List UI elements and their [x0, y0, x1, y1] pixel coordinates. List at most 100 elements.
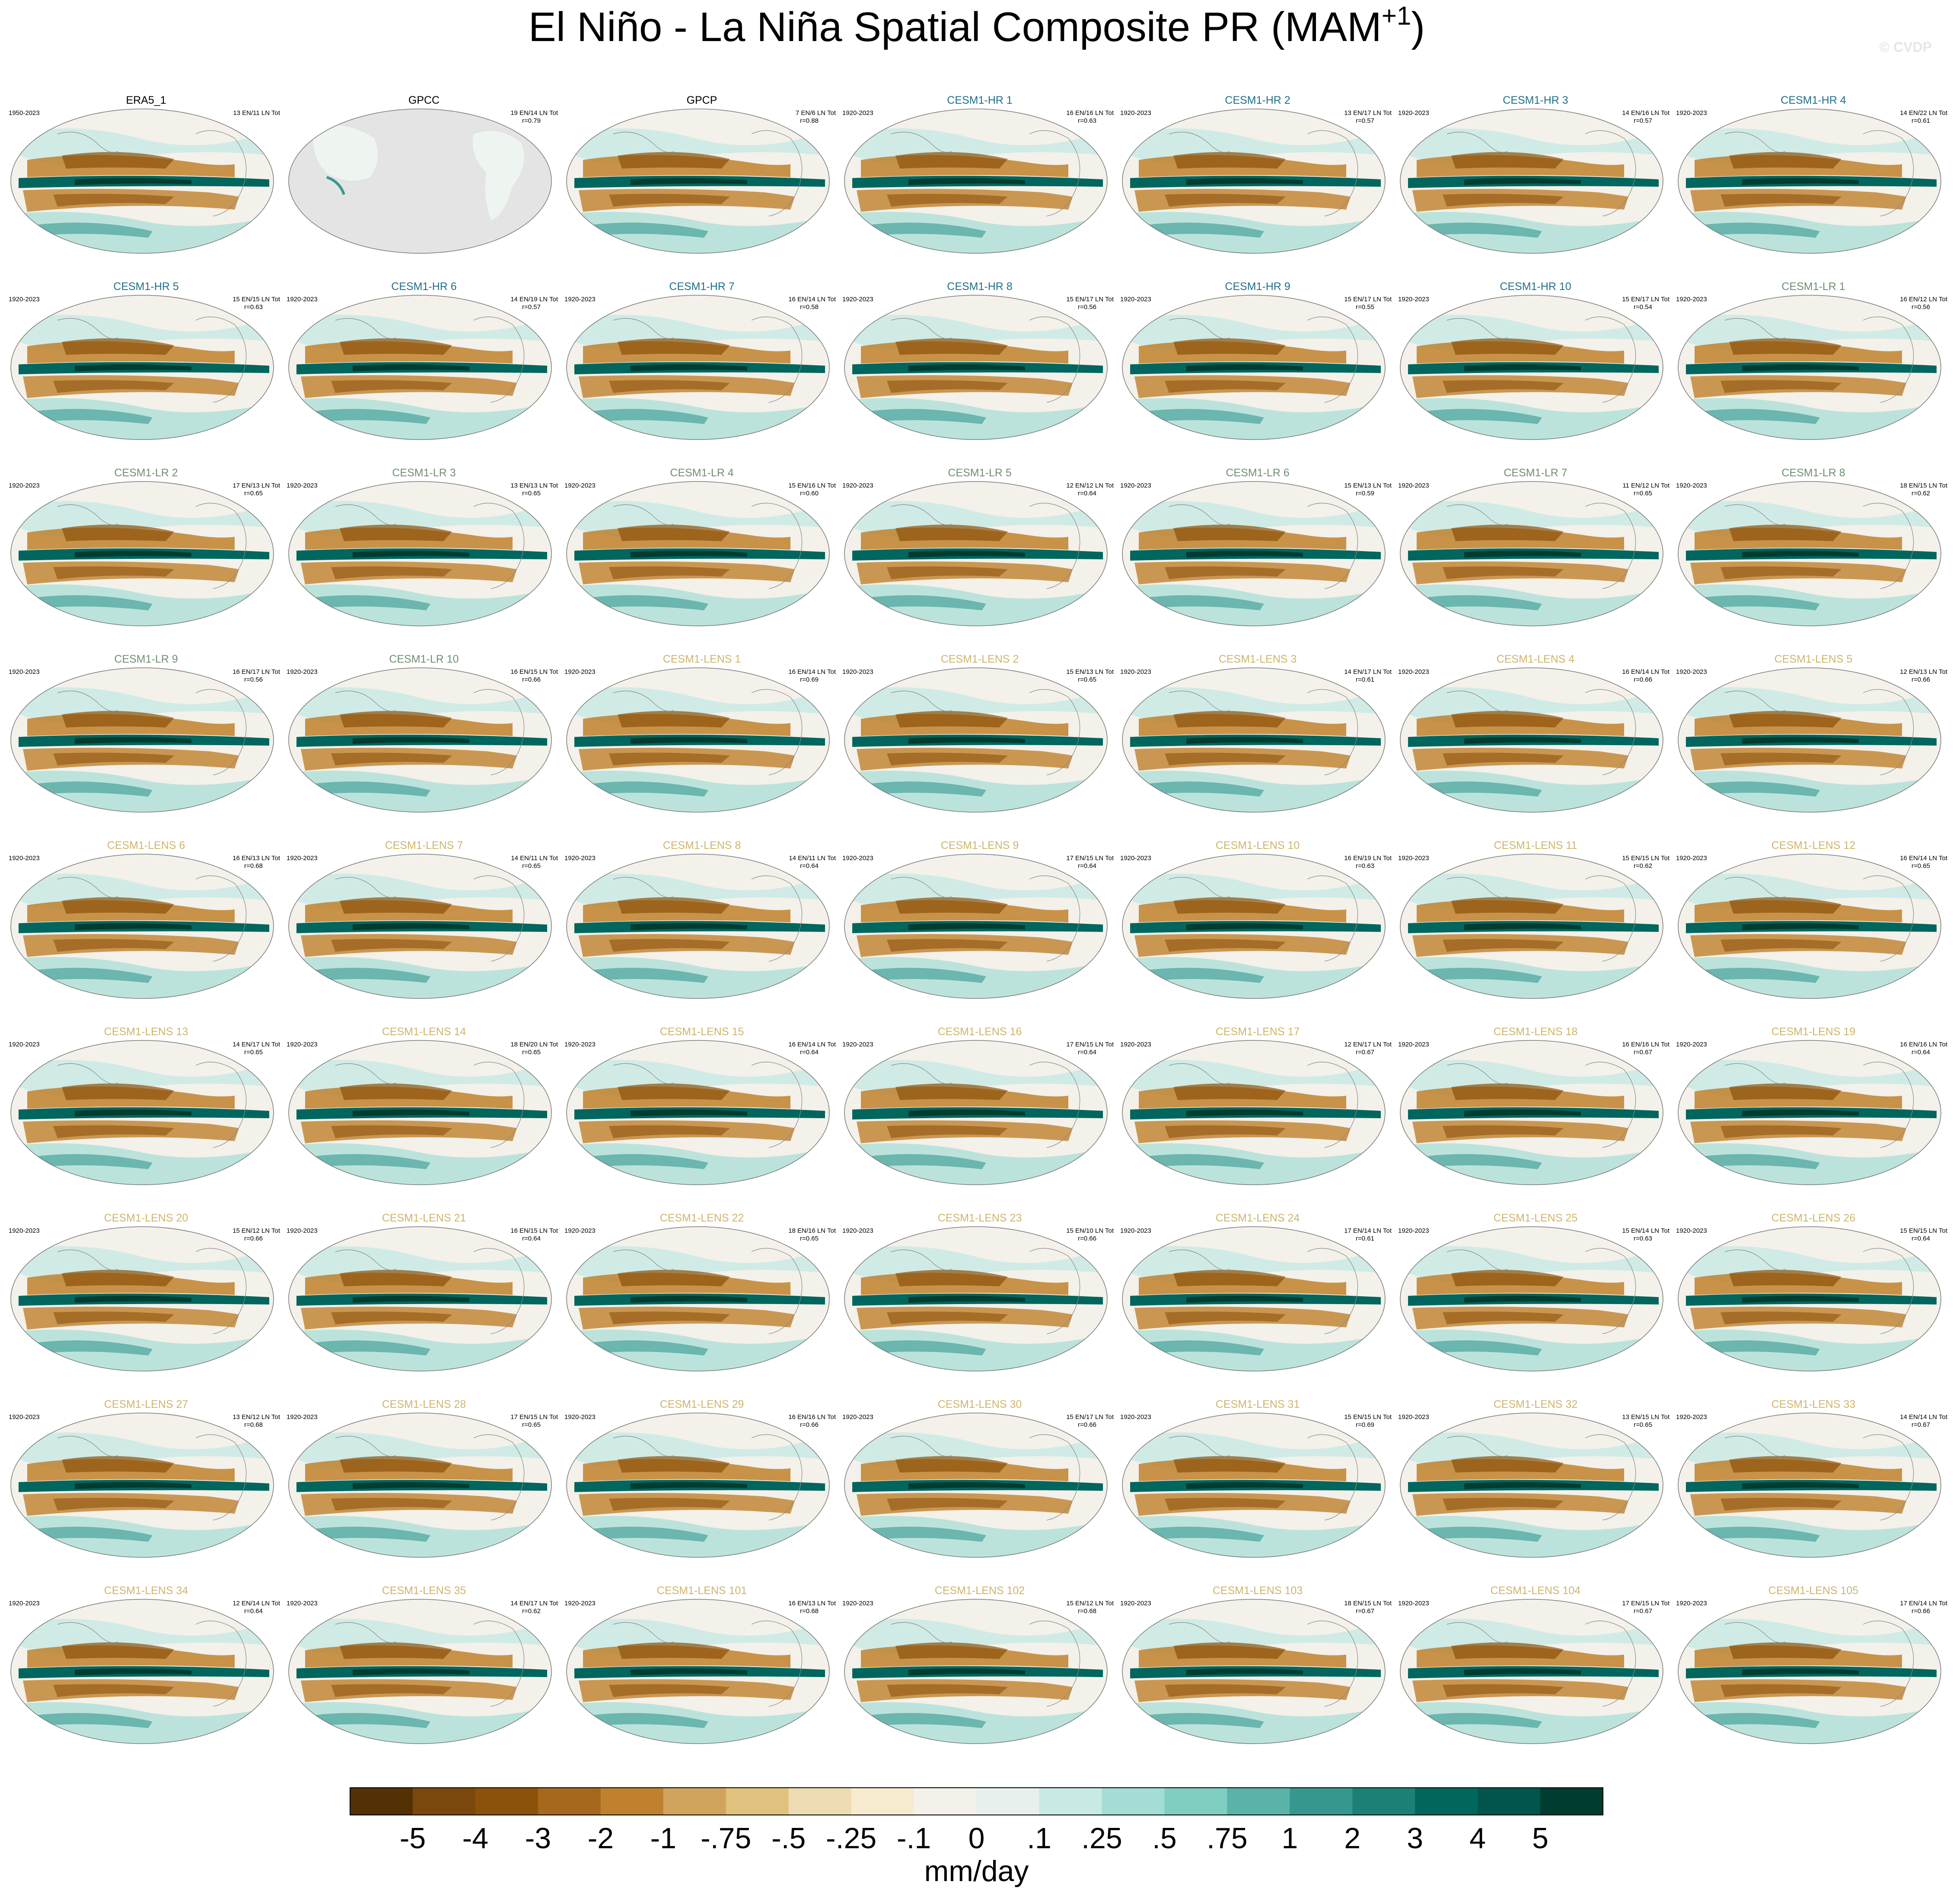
panel-stat: r=0.65 [1912, 862, 1930, 870]
map [1121, 1040, 1386, 1186]
panel-title: CESM1-LR 6 [1226, 467, 1289, 479]
panel-period: 1920-2023 [287, 1041, 318, 1048]
panel-stat: 12 EN/14 LN Tot [233, 1600, 280, 1607]
map [566, 667, 830, 813]
panel-period: 1920-2023 [1120, 1600, 1151, 1607]
colorbar-swatch [663, 1788, 726, 1815]
panel-stat: 16 EN/13 LN Tot [788, 1600, 836, 1607]
panel: CESM1-LENS 8 1920-2023 14 EN/11 LN Totr=0.… [564, 839, 836, 999]
panel-stat: 18 EN/15 LN Tot [1344, 1600, 1392, 1607]
panel-title: CESM1-LENS 16 [938, 1026, 1022, 1038]
panel-stat: r=0.57 [1634, 117, 1652, 124]
panel-title: CESM1-LENS 101 [657, 1585, 747, 1597]
colorbar-units: mm/day [924, 1855, 1029, 1888]
map [10, 481, 274, 627]
map [1121, 1598, 1386, 1745]
panel-title: CESM1-LR 1 [1781, 281, 1845, 293]
panel-title: CESM1-LENS 8 [663, 839, 741, 852]
panel-title: CESM1-LENS 10 [1216, 839, 1300, 852]
map [10, 1226, 274, 1372]
map [1399, 481, 1664, 627]
panel-stat: 14 EN/22 LN Tot [1900, 109, 1948, 117]
map [1399, 108, 1664, 254]
panel-title: CESM1-HR 9 [1225, 281, 1290, 293]
panel-stat: 16 EN/12 LN Tot [1900, 296, 1948, 303]
panel-stat: 18 EN/16 LN Tot [788, 1227, 836, 1234]
panel: CESM1-LENS 19 1920-2023 16 EN/16 LN Totr=0… [1676, 1026, 1948, 1186]
panel-stat: r=0.56 [1912, 303, 1930, 311]
panel-stat: 16 EN/17 LN Tot [233, 668, 280, 676]
map [566, 1040, 830, 1186]
panel: CESM1-LENS 23 1920-2023 15 EN/10 LN Totr=0… [842, 1212, 1114, 1372]
panel-stat: 12 EN/13 LN Tot [1900, 668, 1948, 676]
panel: CESM1-LENS 12 1920-2023 16 EN/14 LN Totr=0… [1676, 839, 1948, 999]
panel-stat: 18 EN/15 LN Tot [1900, 482, 1948, 489]
colorbar-label: -.5 [771, 1822, 806, 1855]
panel-stat: r=0.61 [1356, 676, 1374, 683]
panel-stat: r=0.68 [800, 1607, 819, 1615]
panel-period: 1920-2023 [1676, 1227, 1707, 1234]
panel-stat: 15 EN/12 LN Tot [1066, 1600, 1114, 1607]
colorbar-label: .25 [1081, 1822, 1122, 1855]
panel-title: CESM1-LR 8 [1781, 467, 1845, 479]
panel-stat: 18 EN/20 LN Tot [510, 1041, 558, 1048]
panel: CESM1-LENS 105 1920-2023 17 EN/14 LN Totr=… [1676, 1585, 1948, 1745]
map [566, 853, 830, 999]
panel-title: CESM1-LENS 28 [382, 1398, 466, 1410]
panel-title: CESM1-LR 7 [1504, 467, 1567, 479]
panel-stat: 16 EN/14 LN Tot [1900, 855, 1948, 862]
colorbar-swatch [1478, 1788, 1541, 1815]
panel: CESM1-LENS 101 1920-2023 16 EN/13 LN Totr=… [564, 1585, 836, 1745]
colorbar-swatch [976, 1788, 1039, 1815]
panel-title: ERA5_1 [126, 94, 166, 106]
panel-stat: 19 EN/14 LN Tot [510, 109, 558, 117]
map [1121, 294, 1386, 440]
panel-period: 1920-2023 [287, 1413, 318, 1421]
map [844, 1040, 1108, 1186]
panel-stat: r=0.65 [1078, 676, 1096, 683]
map [566, 1598, 830, 1745]
panel-title: CESM1-LENS 24 [1216, 1212, 1300, 1224]
panel-stat: 12 EN/17 LN Tot [1344, 1041, 1392, 1048]
colorbar-label: -2 [588, 1822, 614, 1855]
map [566, 481, 830, 627]
map [1677, 1040, 1942, 1186]
panel-stat: r=0.65 [522, 862, 541, 870]
panel-title: CESM1-HR 2 [1225, 94, 1290, 106]
panel-period: 1920-2023 [1676, 1600, 1707, 1607]
map [10, 667, 274, 813]
panel-title: CESM1-LENS 29 [660, 1398, 744, 1410]
panel-stat: r=0.64 [1078, 862, 1096, 870]
panel-title: CESM1-LENS 7 [385, 839, 463, 852]
panel-stat: r=0.59 [1356, 490, 1374, 497]
map [1121, 481, 1386, 627]
panel-stat: r=0.62 [1634, 862, 1652, 870]
panel-period: 1950-2023 [9, 109, 40, 117]
map [566, 1412, 830, 1558]
panel-stat: r=0.57 [522, 303, 541, 311]
panel: CESM1-LENS 6 1920-2023 16 EN/13 LN Totr=0.… [9, 839, 280, 999]
panel: CESM1-LENS 11 1920-2023 15 EN/15 LN Totr=0… [1398, 839, 1670, 999]
panel-title: CESM1-LENS 27 [104, 1398, 188, 1410]
map [1677, 294, 1942, 440]
panel-stat: r=0.64 [1912, 1049, 1930, 1056]
panel: CESM1-LENS 15 1920-2023 16 EN/14 LN Totr=0… [564, 1026, 836, 1186]
panel-title: CESM1-LENS 11 [1494, 839, 1577, 852]
panel-stat: 14 EN/11 LN Tot [511, 855, 558, 862]
panel-stat: 16 EN/16 LN Tot [1900, 1041, 1948, 1048]
panel-stat: r=0.62 [522, 1607, 541, 1615]
panel-title: CESM1-LENS 31 [1216, 1398, 1300, 1410]
panel: CESM1-LENS 5 1920-2023 12 EN/13 LN Totr=0.… [1676, 653, 1948, 813]
panel-stat: 16 EN/15 LN Tot [510, 668, 558, 676]
panel-period: 1920-2023 [9, 1227, 40, 1234]
panel-stat: r=0.69 [800, 676, 819, 683]
colorbar-label: 1 [1281, 1822, 1298, 1855]
panel: CESM1-LENS 33 1920-2023 14 EN/14 LN Totr=0… [1676, 1398, 1948, 1558]
panel-title: CESM1-HR 8 [947, 281, 1012, 293]
